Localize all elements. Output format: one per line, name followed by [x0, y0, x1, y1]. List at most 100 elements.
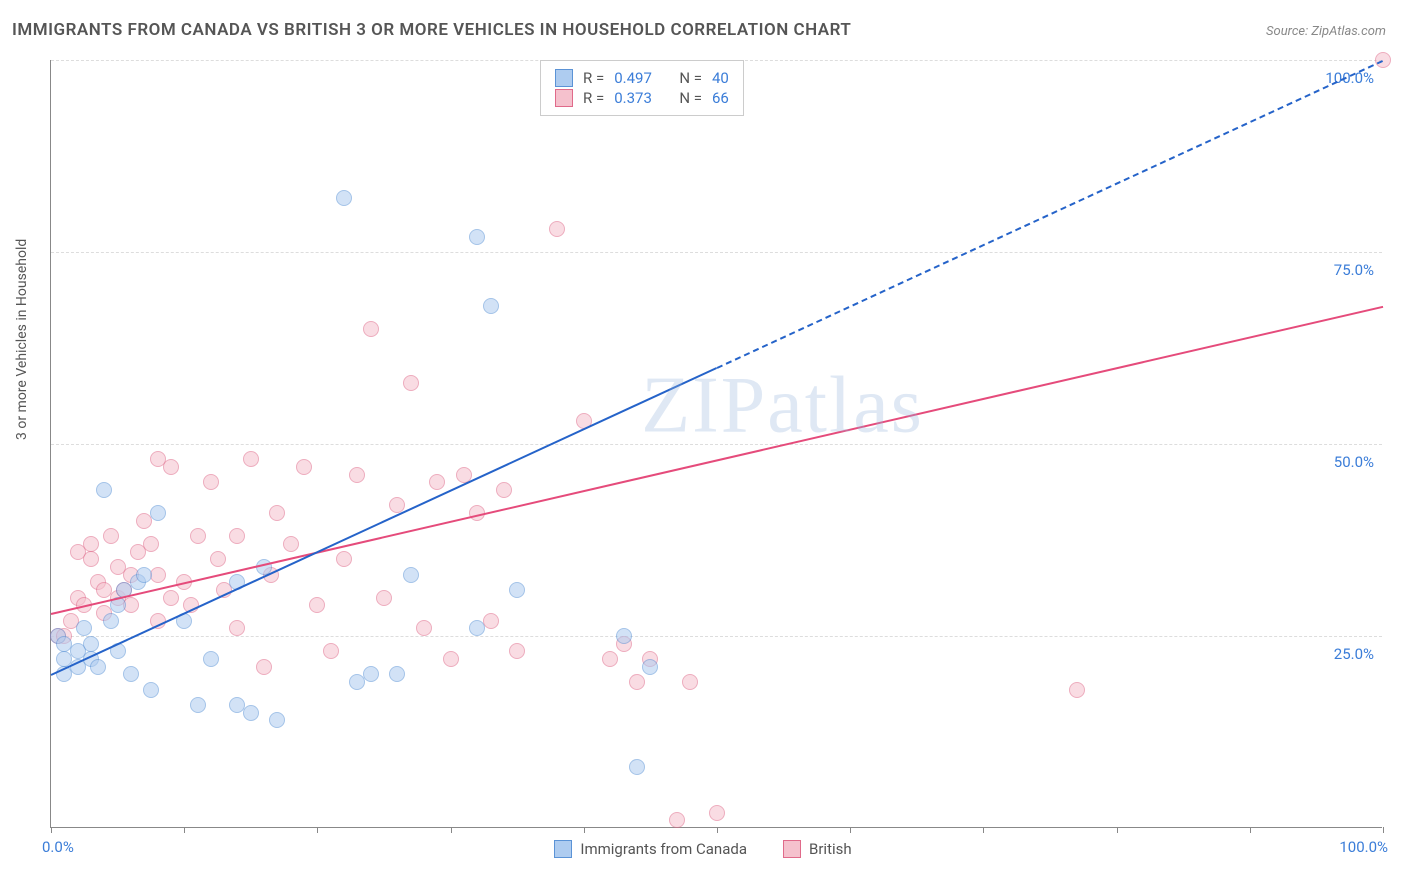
data-point	[83, 636, 99, 652]
x-tick	[451, 827, 452, 833]
data-point	[203, 651, 219, 667]
y-tick-label: 50.0%	[1334, 453, 1374, 471]
x-tick	[51, 827, 52, 833]
x-tick	[1250, 827, 1251, 833]
trend-line	[717, 60, 1384, 369]
plot-area: 25.0%50.0%75.0%100.0%	[50, 60, 1382, 828]
data-point	[363, 666, 379, 682]
x-axis-label-min: 0.0%	[42, 838, 74, 856]
data-point	[403, 567, 419, 583]
data-point	[602, 651, 618, 667]
data-point	[229, 528, 245, 544]
x-tick	[850, 827, 851, 833]
data-point	[96, 482, 112, 498]
n-label: N =	[679, 69, 702, 87]
data-point	[123, 666, 139, 682]
data-point	[190, 697, 206, 713]
legend-swatch	[555, 89, 573, 107]
x-axis-label-max: 100.0%	[1339, 838, 1388, 856]
data-point	[243, 451, 259, 467]
r-label: R =	[583, 89, 604, 107]
gridline	[51, 636, 1382, 637]
data-point	[496, 482, 512, 498]
data-point	[1069, 682, 1085, 698]
data-point	[629, 759, 645, 775]
legend-swatch	[783, 840, 801, 858]
data-point	[483, 298, 499, 314]
data-point	[349, 467, 365, 483]
x-tick	[717, 827, 718, 833]
data-point	[336, 551, 352, 567]
data-point	[163, 459, 179, 475]
source-attribution: Source: ZipAtlas.com	[1266, 24, 1386, 39]
data-point	[642, 659, 658, 675]
x-tick	[1383, 827, 1384, 833]
chart-title: IMMIGRANTS FROM CANADA VS BRITISH 3 OR M…	[12, 20, 851, 40]
x-tick	[184, 827, 185, 833]
legend-stat-row: R = 0.373 N = 66	[555, 89, 729, 107]
data-point	[323, 643, 339, 659]
data-point	[203, 474, 219, 490]
data-point	[163, 590, 179, 606]
x-tick	[584, 827, 585, 833]
data-point	[143, 536, 159, 552]
data-point	[416, 620, 432, 636]
data-point	[429, 474, 445, 490]
data-point	[336, 190, 352, 206]
legend-stat-row: R = 0.497 N = 40	[555, 69, 729, 87]
data-point	[83, 536, 99, 552]
data-point	[616, 628, 632, 644]
legend-series-label: Immigrants from Canada	[580, 840, 747, 858]
data-point	[229, 620, 245, 636]
data-point	[469, 620, 485, 636]
gridline	[51, 252, 1382, 253]
data-point	[682, 674, 698, 690]
data-point	[309, 597, 325, 613]
n-value: 66	[712, 89, 729, 107]
legend-series-item: Immigrants from Canada	[554, 840, 747, 858]
legend-series-label: British	[809, 840, 852, 858]
data-point	[389, 666, 405, 682]
data-point	[296, 459, 312, 475]
data-point	[143, 682, 159, 698]
data-point	[83, 551, 99, 567]
gridline	[51, 444, 1382, 445]
data-point	[363, 321, 379, 337]
r-value: 0.373	[614, 89, 652, 107]
legend-series-item: British	[783, 840, 852, 858]
n-label: N =	[679, 89, 702, 107]
data-point	[103, 613, 119, 629]
data-point	[376, 590, 392, 606]
data-point	[549, 221, 565, 237]
data-point	[509, 643, 525, 659]
x-tick	[317, 827, 318, 833]
data-point	[709, 805, 725, 821]
data-point	[150, 505, 166, 521]
data-point	[90, 659, 106, 675]
data-point	[629, 674, 645, 690]
n-value: 40	[712, 69, 729, 87]
legend-series: Immigrants from Canada British	[0, 840, 1406, 862]
data-point	[283, 536, 299, 552]
data-point	[269, 505, 285, 521]
data-point	[469, 229, 485, 245]
r-value: 0.497	[614, 69, 652, 87]
data-point	[669, 812, 685, 828]
legend-stats: R = 0.497 N = 40 R = 0.373 N = 66	[540, 60, 744, 116]
data-point	[136, 567, 152, 583]
legend-swatch	[554, 840, 572, 858]
x-tick	[1117, 827, 1118, 833]
data-point	[509, 582, 525, 598]
data-point	[190, 528, 206, 544]
data-point	[269, 712, 285, 728]
data-point	[243, 705, 259, 721]
x-tick	[983, 827, 984, 833]
data-point	[210, 551, 226, 567]
y-axis-title: 3 or more Vehicles in Household	[14, 239, 30, 440]
data-point	[403, 375, 419, 391]
data-point	[103, 528, 119, 544]
data-point	[76, 620, 92, 636]
legend-swatch	[555, 69, 573, 87]
r-label: R =	[583, 69, 604, 87]
y-tick-label: 25.0%	[1334, 645, 1374, 663]
